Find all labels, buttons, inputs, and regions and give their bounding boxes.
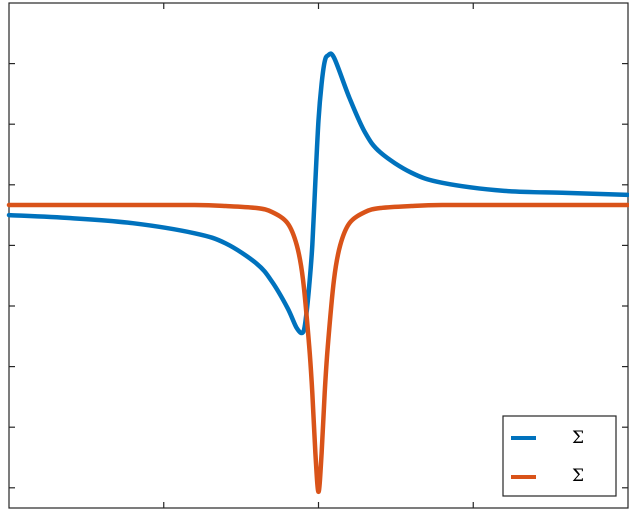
series-line-1 bbox=[6, 51, 629, 336]
legend-label-1: Σ bbox=[572, 428, 584, 448]
series-line-2 bbox=[6, 202, 629, 495]
series-layer bbox=[6, 51, 629, 495]
tick-marks bbox=[9, 3, 628, 508]
legend-label-2: Σ bbox=[572, 466, 584, 486]
legend-box bbox=[502, 415, 617, 497]
legend: Σ Σ bbox=[502, 415, 617, 497]
